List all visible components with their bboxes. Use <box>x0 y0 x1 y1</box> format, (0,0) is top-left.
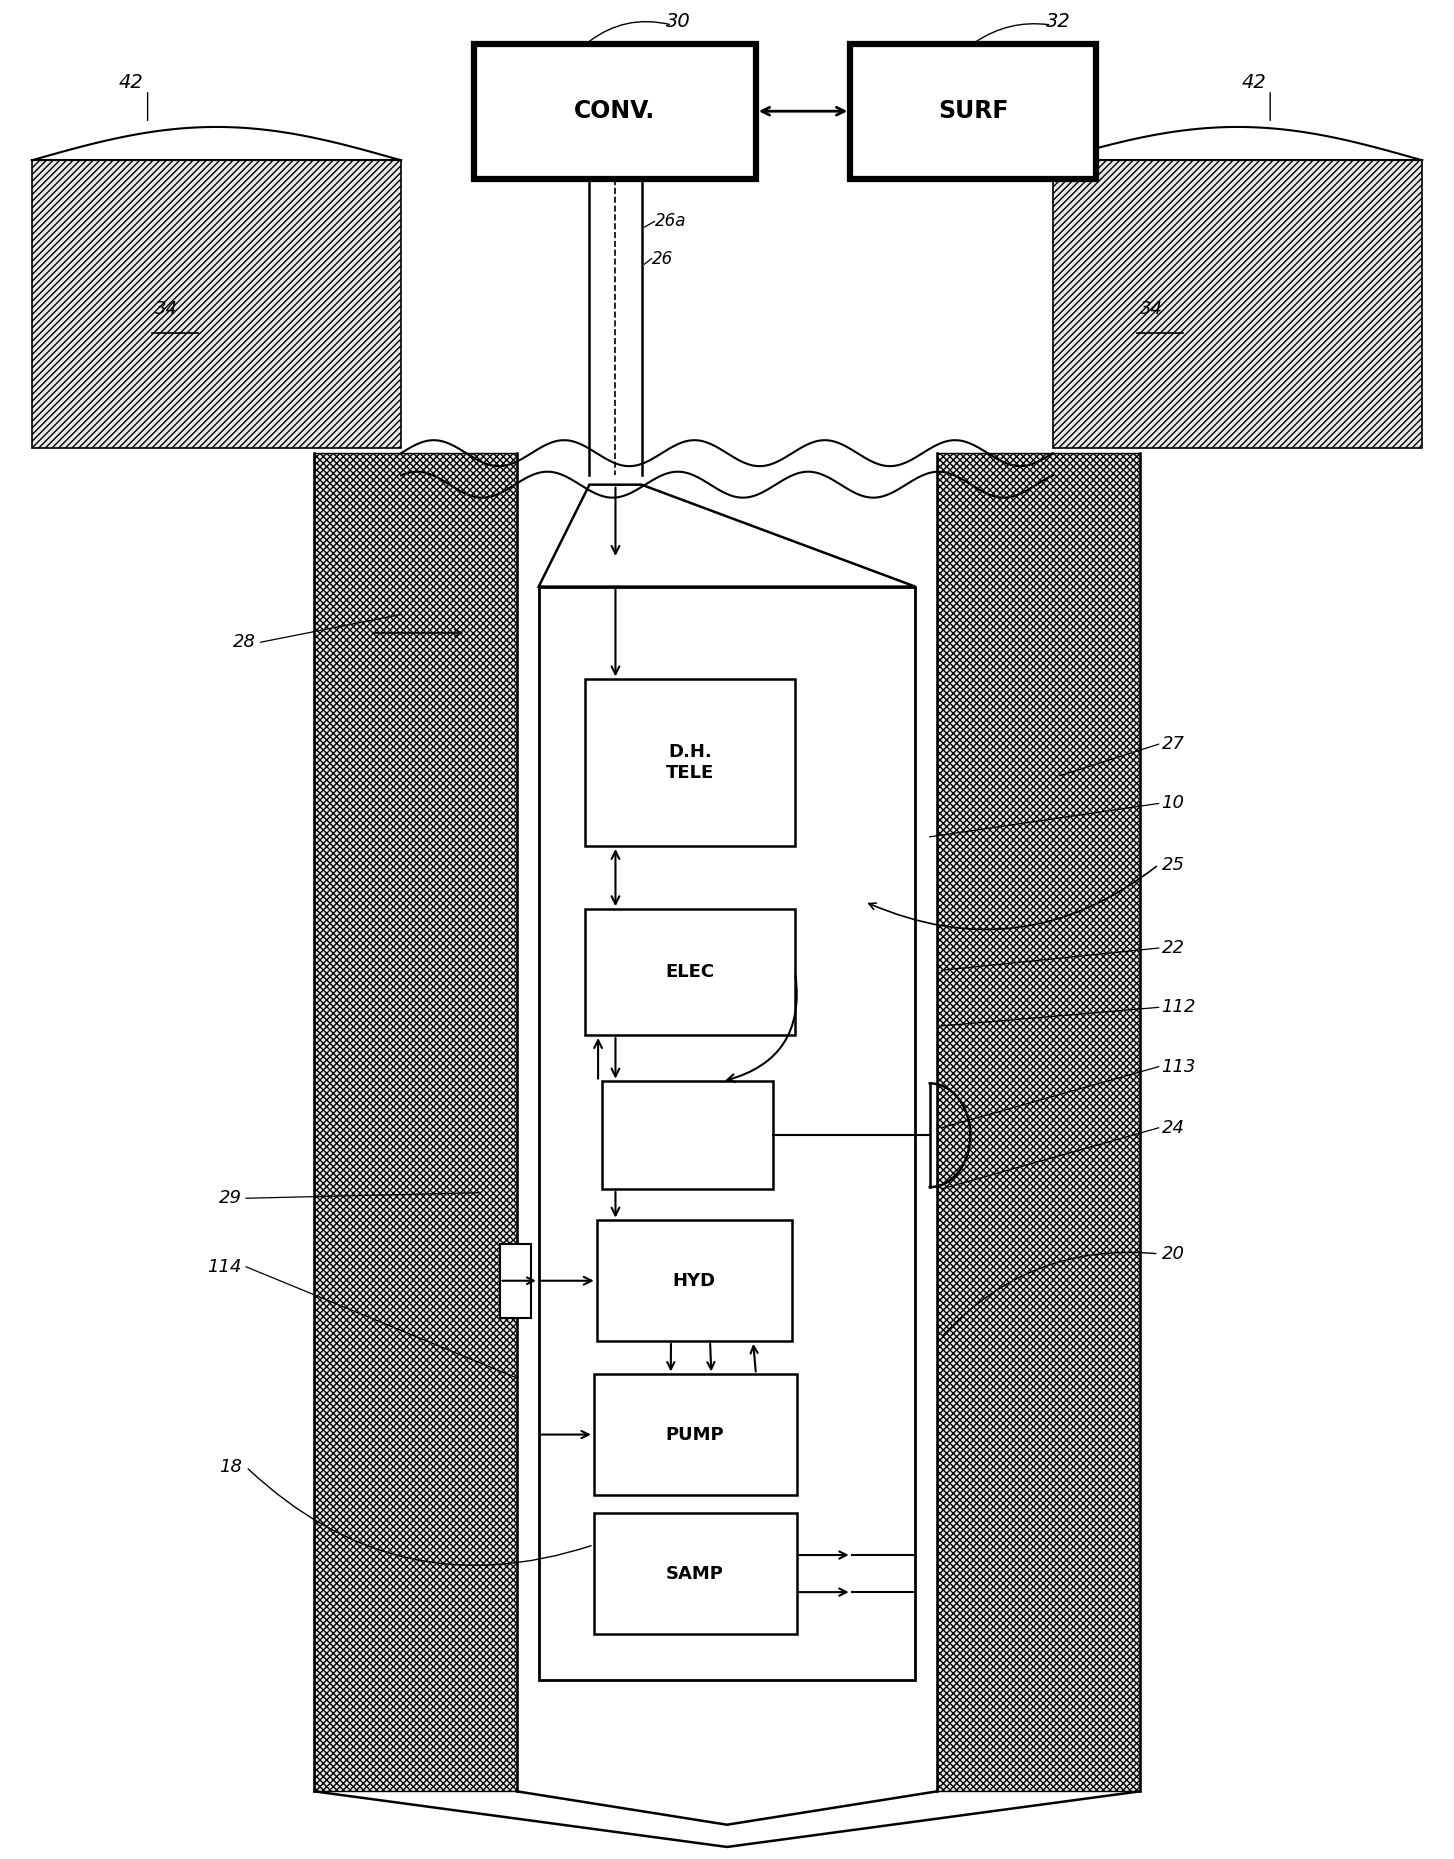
Polygon shape <box>538 485 916 587</box>
Text: 34: 34 <box>1140 299 1163 318</box>
Text: 18: 18 <box>218 1457 241 1476</box>
Bar <box>936 454 1140 1792</box>
Text: 32: 32 <box>1045 11 1070 32</box>
Bar <box>1053 160 1422 448</box>
Text: 27: 27 <box>1162 734 1185 753</box>
Text: SAMP: SAMP <box>666 1565 724 1582</box>
Text: 10: 10 <box>1162 794 1185 812</box>
Text: 30: 30 <box>666 11 691 32</box>
Text: 42: 42 <box>119 73 144 91</box>
Bar <box>593 1374 797 1495</box>
Text: 28: 28 <box>233 634 256 651</box>
Bar <box>32 160 401 448</box>
Text: 29: 29 <box>218 1190 241 1206</box>
Bar <box>585 909 795 1035</box>
Bar <box>500 1244 532 1318</box>
Text: 25: 25 <box>1162 855 1185 874</box>
Text: 112: 112 <box>1162 998 1197 1017</box>
Text: 42: 42 <box>1242 73 1266 91</box>
Bar <box>474 43 756 178</box>
Bar <box>593 1513 797 1634</box>
Bar <box>596 1221 792 1340</box>
Text: CONV.: CONV. <box>574 99 656 123</box>
Text: SURF: SURF <box>938 99 1009 123</box>
Text: 26: 26 <box>651 249 673 268</box>
Text: 114: 114 <box>208 1259 241 1275</box>
Bar <box>851 43 1096 178</box>
Text: ELEC: ELEC <box>666 963 714 982</box>
Text: 24: 24 <box>1162 1119 1185 1138</box>
Text: D.H.
TELE: D.H. TELE <box>666 744 714 783</box>
Text: 20: 20 <box>1162 1246 1185 1262</box>
Text: 26a: 26a <box>654 212 686 231</box>
Text: PUMP: PUMP <box>666 1426 724 1444</box>
Bar <box>585 679 795 846</box>
Bar <box>538 587 916 1681</box>
Text: HYD: HYD <box>673 1272 715 1290</box>
Bar <box>314 454 518 1792</box>
Bar <box>602 1082 774 1190</box>
Text: 22: 22 <box>1162 939 1185 957</box>
Text: 34: 34 <box>156 299 177 318</box>
Text: 113: 113 <box>1162 1058 1197 1076</box>
